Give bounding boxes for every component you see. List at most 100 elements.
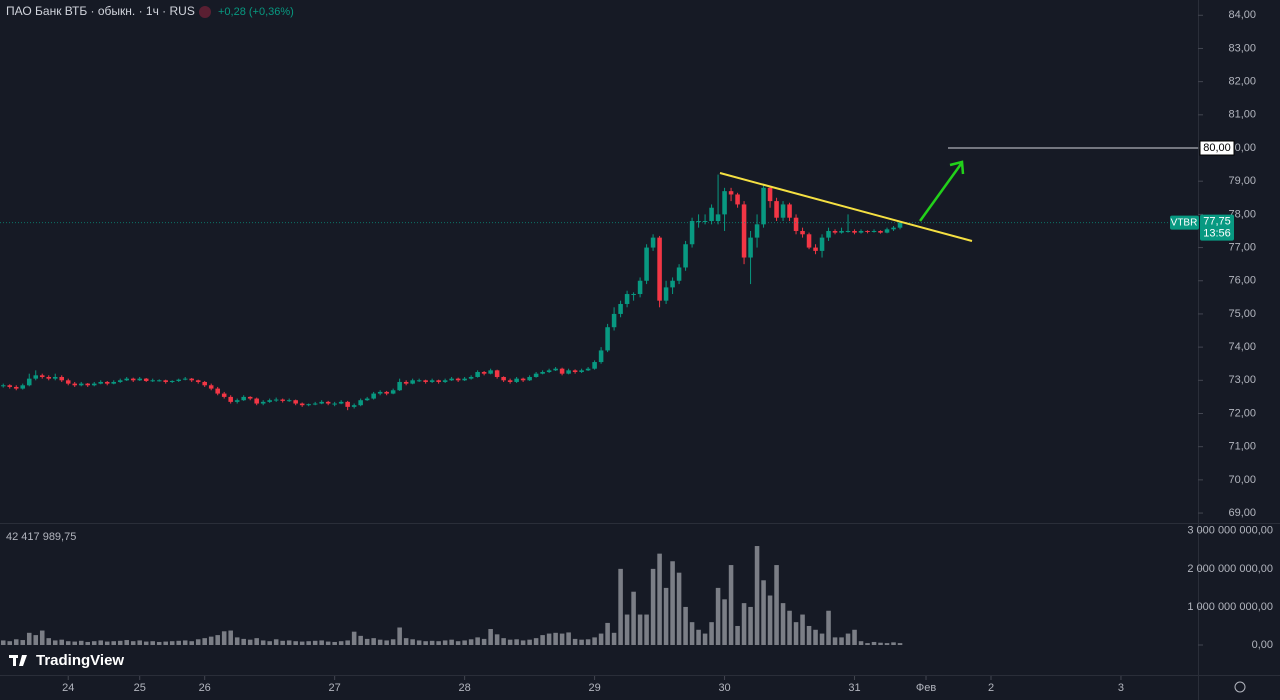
candle-body bbox=[189, 378, 194, 381]
candle-body bbox=[143, 378, 149, 381]
candle-body bbox=[208, 385, 214, 389]
candle-body bbox=[826, 230, 831, 238]
candle-body bbox=[800, 230, 805, 235]
candle-body bbox=[533, 373, 539, 377]
volume-bar bbox=[553, 632, 558, 645]
y-tick-label: 73,00 bbox=[1228, 374, 1256, 386]
candle-body bbox=[273, 399, 279, 401]
candle-body bbox=[39, 375, 45, 377]
candle-body bbox=[566, 370, 571, 374]
logo[interactable]: TradingView bbox=[9, 652, 124, 669]
y-tick-label: 84,00 bbox=[1228, 9, 1256, 21]
volume-bar bbox=[787, 610, 792, 645]
volume-bar bbox=[215, 635, 220, 645]
candle-body bbox=[33, 375, 39, 379]
candle-body bbox=[195, 380, 201, 382]
candle-body bbox=[741, 204, 747, 258]
candle-body bbox=[377, 391, 383, 394]
volume-bar bbox=[26, 632, 32, 645]
symbol-tag bbox=[1170, 215, 1199, 230]
settings-button[interactable] bbox=[1234, 681, 1246, 693]
volume-bar bbox=[559, 633, 565, 645]
candle-body bbox=[884, 229, 890, 233]
candle-body bbox=[540, 372, 545, 374]
candle-body bbox=[767, 187, 773, 202]
y-tick-label: 72,00 bbox=[1228, 407, 1256, 419]
volume-bar bbox=[137, 640, 142, 645]
volume-bar bbox=[46, 638, 52, 645]
candle-body bbox=[702, 221, 708, 223]
candle-body bbox=[488, 370, 493, 374]
volume-bar bbox=[709, 622, 714, 645]
volume-bar bbox=[20, 640, 26, 645]
volume-bar bbox=[871, 641, 877, 645]
volume-bar bbox=[598, 633, 604, 645]
volume-bar bbox=[410, 639, 415, 645]
volume-bar bbox=[501, 638, 506, 645]
volume-bar bbox=[416, 640, 422, 645]
candle-body bbox=[520, 378, 526, 381]
volume-bar bbox=[696, 629, 701, 645]
volume-bar bbox=[527, 639, 532, 645]
price-tag-label: 77,75 bbox=[1203, 216, 1231, 228]
status-icon[interactable] bbox=[199, 6, 211, 18]
candle-body bbox=[793, 217, 799, 231]
candle-body bbox=[871, 230, 877, 232]
x-tick-label: 25 bbox=[134, 682, 146, 694]
candle-body bbox=[397, 381, 402, 391]
candle-body bbox=[78, 383, 84, 386]
candle-body bbox=[845, 230, 851, 232]
candle-body bbox=[592, 362, 597, 369]
volume-bar bbox=[228, 630, 233, 645]
candle-body bbox=[728, 191, 734, 195]
candle-body bbox=[754, 224, 760, 238]
candle-body bbox=[390, 390, 396, 394]
volume-bar bbox=[345, 640, 350, 645]
candle-body bbox=[156, 380, 162, 382]
volume-bar bbox=[104, 641, 110, 645]
volume-bar bbox=[150, 641, 155, 645]
x-tick-label: 3 bbox=[1118, 682, 1124, 694]
candle-body bbox=[585, 368, 591, 371]
candle-body bbox=[559, 368, 565, 374]
candle-body bbox=[286, 400, 292, 402]
arrow[interactable] bbox=[918, 163, 963, 222]
trend-line[interactable] bbox=[719, 172, 973, 242]
candle-body bbox=[312, 403, 318, 405]
volume-bar bbox=[202, 638, 207, 645]
volume-bar bbox=[462, 640, 467, 645]
candle-body bbox=[449, 378, 454, 381]
candle-body bbox=[501, 376, 506, 381]
volume-bar bbox=[221, 631, 227, 645]
candle-body bbox=[787, 204, 792, 218]
volume-bar bbox=[800, 614, 805, 645]
volume-bar bbox=[234, 637, 240, 645]
level-tag-label: 80,00 bbox=[1203, 142, 1231, 154]
x-tick-label: 26 bbox=[199, 682, 211, 694]
x-tick-label: 31 bbox=[848, 682, 860, 694]
level-tag bbox=[1199, 140, 1235, 156]
y-tick-label: 80,00 bbox=[1228, 142, 1256, 154]
volume-bar bbox=[884, 643, 890, 645]
volume-bar bbox=[312, 640, 318, 645]
volume-bar bbox=[429, 640, 435, 645]
volume-bar bbox=[384, 640, 389, 645]
candle-body bbox=[806, 234, 812, 248]
candle-body bbox=[663, 287, 669, 301]
volume-bar bbox=[397, 627, 402, 645]
volume-bar bbox=[163, 641, 168, 645]
candle-body bbox=[462, 378, 467, 381]
volume-bar bbox=[371, 638, 376, 645]
volume-bar bbox=[689, 622, 695, 645]
volume-bar bbox=[39, 630, 45, 645]
candle-body bbox=[670, 280, 675, 288]
candle-body bbox=[169, 380, 175, 382]
candle-body bbox=[306, 404, 311, 406]
volume-bar bbox=[280, 640, 285, 645]
volume-bar bbox=[728, 565, 734, 645]
candle-body bbox=[410, 380, 415, 384]
volume-bar bbox=[546, 633, 552, 645]
candle-body bbox=[267, 400, 272, 402]
y-tick-label: 77,00 bbox=[1228, 241, 1256, 253]
candle-body bbox=[7, 385, 13, 387]
